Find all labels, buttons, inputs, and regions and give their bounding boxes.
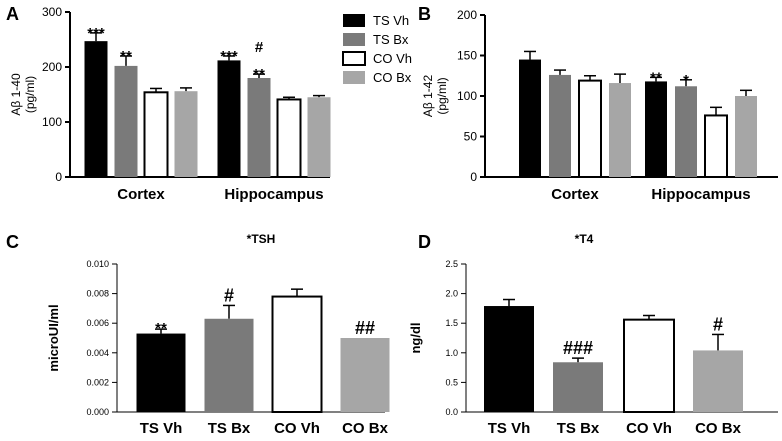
bar-co-vh-cortex bbox=[143, 91, 169, 178]
y-tick-label: 0 bbox=[55, 170, 62, 184]
bar-ts-vh-cortex bbox=[84, 41, 108, 178]
panel-label: D bbox=[418, 232, 431, 252]
panel-c-bars: microUI/ml *TSH TS Vh ** TS Bx # CO Vh CO Bx ## bbox=[46, 232, 390, 437]
y-tick-label: 0.5 bbox=[445, 377, 458, 387]
bar-ts-bx bbox=[204, 318, 254, 412]
panel-label: C bbox=[6, 232, 19, 252]
panel-label: A bbox=[6, 4, 19, 24]
category-label: TS Bx bbox=[208, 420, 251, 437]
significance-marker: ** bbox=[155, 320, 167, 337]
bar-ts-bx-cortex bbox=[549, 74, 571, 177]
category-label: TS Vh bbox=[488, 420, 531, 437]
y-tick-label: 1.5 bbox=[445, 318, 458, 328]
y-axis-label-line: (pg/ml) bbox=[23, 76, 37, 113]
y-tick-label: 0 bbox=[470, 170, 477, 184]
y-axis-label-line: Aβ 1-42 bbox=[421, 75, 435, 118]
bar-co-vh-hippocampus bbox=[276, 98, 302, 178]
category-label: CO Bx bbox=[695, 420, 742, 437]
y-axis-label: Aβ 1-40(pg/ml) bbox=[9, 73, 37, 116]
y-axis-label-line: Aβ 1-40 bbox=[9, 73, 23, 116]
y-tick-label: 0.008 bbox=[86, 289, 109, 299]
y-tick-label: 0.0 bbox=[445, 407, 458, 417]
significance-marker: # bbox=[713, 314, 723, 334]
significance-marker: *** bbox=[87, 25, 105, 42]
legend-label: CO Bx bbox=[373, 70, 412, 85]
significance-marker: # bbox=[224, 285, 234, 305]
significance-marker: ### bbox=[563, 338, 593, 358]
category-label: CO Bx bbox=[342, 420, 389, 437]
y-tick-label: 1.0 bbox=[445, 348, 458, 358]
bar-co-vh-cortex bbox=[578, 79, 602, 178]
legend-swatch bbox=[342, 51, 366, 66]
y-axis-label: Aβ 1-42(pg/ml) bbox=[421, 75, 449, 118]
legend-swatch bbox=[343, 14, 365, 27]
legend-label: TS Bx bbox=[373, 32, 409, 47]
significance-marker: ## bbox=[355, 318, 375, 338]
significance-marker: ** bbox=[120, 48, 132, 65]
group-label: Hippocampus bbox=[651, 186, 750, 203]
category-label: CO Vh bbox=[626, 420, 672, 437]
bar-ts-vh-hippocampus bbox=[645, 81, 667, 177]
panel-a-axes: 0 100 200 300 A bbox=[6, 4, 330, 184]
group-label: Cortex bbox=[117, 186, 165, 203]
legend-swatch bbox=[343, 33, 365, 46]
bar-co-vh bbox=[271, 295, 323, 413]
y-tick-label: 0.010 bbox=[86, 259, 109, 269]
y-tick-label: 0.002 bbox=[86, 377, 109, 387]
bar-ts-vh-hippocampus bbox=[217, 60, 241, 177]
bar-co-bx-hippocampus bbox=[307, 97, 331, 177]
y-tick-label: 300 bbox=[42, 5, 62, 19]
y-tick-label: 2.0 bbox=[445, 289, 458, 299]
bar-ts-bx-hippocampus bbox=[675, 86, 697, 177]
bar-co-bx-hippocampus bbox=[735, 96, 757, 177]
panel-d-bars: ng/dl *T4 TS Vh TS Bx ### CO Vh CO Bx # bbox=[408, 232, 743, 437]
chart-title: *TSH bbox=[247, 232, 276, 246]
y-tick-label: 200 bbox=[457, 8, 477, 22]
legend-label: TS Vh bbox=[373, 13, 409, 28]
category-label: TS Vh bbox=[140, 420, 183, 437]
bar-co-vh bbox=[623, 318, 675, 414]
bar-ts-bx-cortex bbox=[114, 65, 138, 177]
bar-co-bx bbox=[693, 350, 743, 412]
legend-label: CO Vh bbox=[373, 51, 412, 66]
y-tick-label: 150 bbox=[457, 49, 477, 63]
category-label: TS Bx bbox=[557, 420, 600, 437]
y-tick-label: 100 bbox=[457, 89, 477, 103]
y-axis-label: microUI/ml bbox=[46, 304, 61, 371]
bar-co-bx bbox=[340, 338, 390, 412]
significance-marker: *** bbox=[220, 48, 238, 65]
y-tick-label: 50 bbox=[464, 130, 478, 144]
significance-marker: ** bbox=[253, 66, 265, 83]
y-tick-label: 0.004 bbox=[86, 348, 109, 358]
bar-ts-vh-cortex bbox=[519, 59, 541, 177]
y-tick-label: 200 bbox=[42, 60, 62, 74]
legend: TS Vh TS Bx CO Vh CO Bx bbox=[342, 13, 412, 85]
group-label: Cortex bbox=[551, 186, 599, 203]
bar-ts-bx bbox=[553, 362, 603, 412]
significance-marker: * bbox=[683, 72, 689, 89]
chart-title: *T4 bbox=[575, 232, 594, 246]
y-axis-label-line: (pg/ml) bbox=[435, 77, 449, 114]
category-label: CO Vh bbox=[274, 420, 320, 437]
panel-c-axes: 0.000 0.002 0.004 0.006 0.008 0.010 C bbox=[6, 232, 385, 417]
significance-marker: ** bbox=[650, 69, 662, 86]
y-tick-label: 2.5 bbox=[445, 259, 458, 269]
y-axis-label: ng/dl bbox=[408, 322, 423, 353]
bar-co-bx-cortex bbox=[609, 83, 631, 177]
panel-b-bars: Aβ 1-42(pg/ml)Cortex Hippocampus** * bbox=[421, 50, 757, 203]
bar-ts-vh bbox=[484, 306, 534, 412]
significance-marker: # bbox=[255, 39, 264, 56]
bar-co-bx-cortex bbox=[174, 91, 198, 177]
panel-a-bars: Aβ 1-40(pg/ml)Cortex Hippocampus***** ***#… bbox=[9, 25, 331, 203]
bar-ts-vh bbox=[136, 333, 186, 412]
y-tick-label: 0.006 bbox=[86, 318, 109, 328]
y-tick-label: 100 bbox=[42, 115, 62, 129]
group-label: Hippocampus bbox=[224, 186, 323, 203]
legend-swatch bbox=[343, 71, 365, 84]
bar-ts-bx-hippocampus bbox=[247, 78, 271, 177]
bar-co-vh-hippocampus bbox=[704, 114, 728, 179]
panel-label: B bbox=[418, 4, 431, 24]
y-tick-label: 0.000 bbox=[86, 407, 109, 417]
